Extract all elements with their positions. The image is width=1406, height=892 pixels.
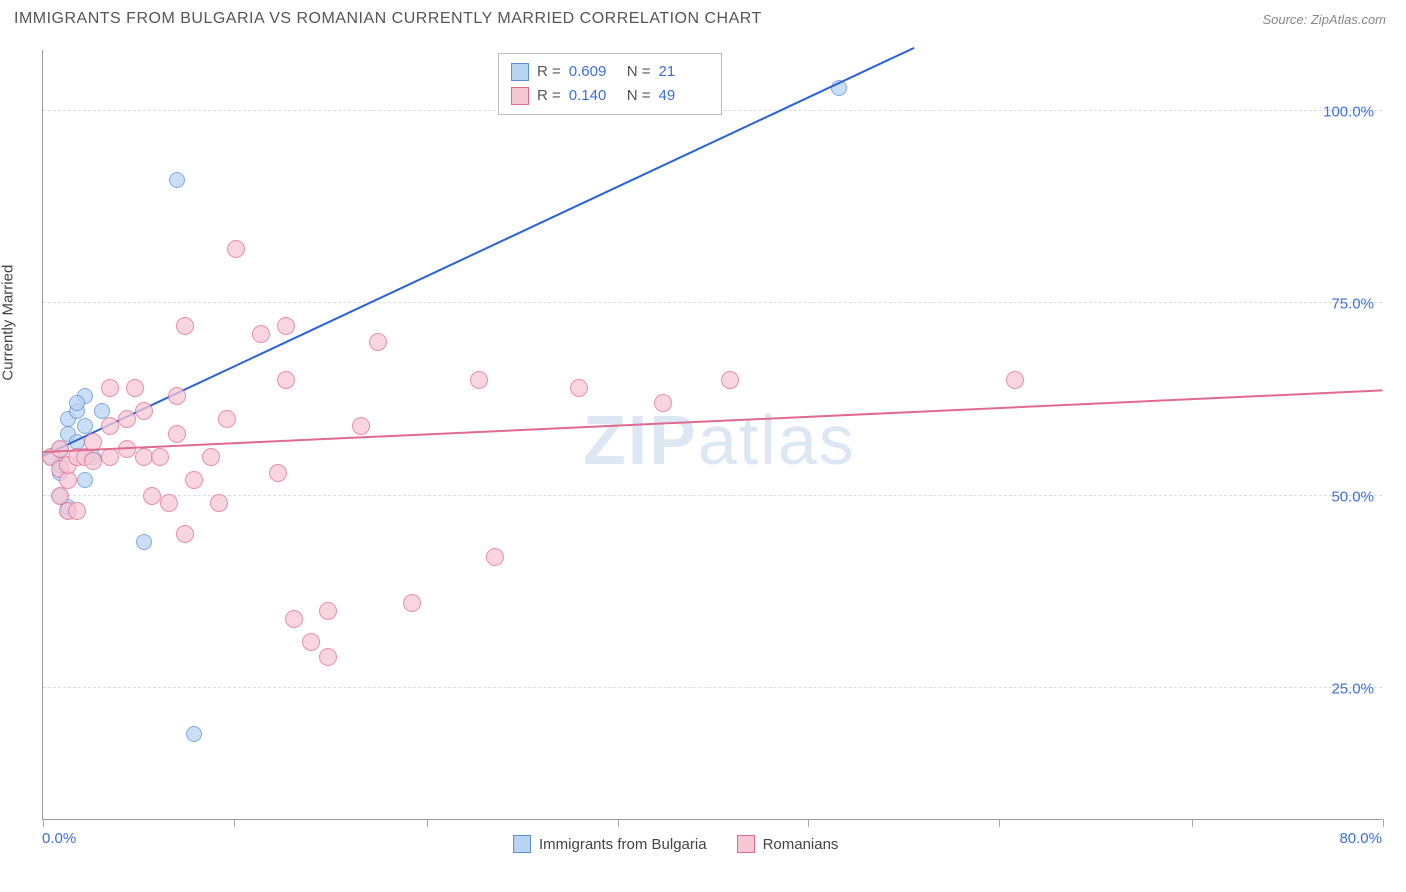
scatter-point: [186, 726, 202, 742]
scatter-point: [136, 534, 152, 550]
y-tick-label: 50.0%: [1331, 488, 1374, 505]
scatter-point: [369, 333, 387, 351]
x-tick: [43, 819, 44, 827]
scatter-point: [1006, 371, 1024, 389]
correlation-legend-row: R = 0.140 N = 49: [511, 84, 709, 108]
y-tick-label: 75.0%: [1331, 296, 1374, 313]
scatter-point: [101, 448, 119, 466]
scatter-point: [168, 425, 186, 443]
scatter-point: [101, 379, 119, 397]
scatter-point: [101, 417, 119, 435]
scatter-point: [118, 410, 136, 428]
chart-title: IMMIGRANTS FROM BULGARIA VS ROMANIAN CUR…: [14, 10, 762, 28]
scatter-point: [470, 371, 488, 389]
scatter-point: [68, 502, 86, 520]
scatter-point: [126, 379, 144, 397]
grid-line: [43, 495, 1382, 496]
r-label: R =: [537, 60, 561, 84]
r-label: R =: [537, 84, 561, 108]
y-tick-label: 100.0%: [1323, 103, 1374, 120]
scatter-point: [77, 472, 93, 488]
n-label: N =: [627, 60, 651, 84]
chart-source: Source: ZipAtlas.com: [1262, 12, 1386, 27]
scatter-point: [403, 594, 421, 612]
scatter-point: [84, 452, 102, 470]
x-axis-labels: 0.0% 80.0%: [42, 830, 1382, 860]
x-tick: [1192, 819, 1193, 827]
n-value: 21: [659, 60, 709, 84]
n-label: N =: [627, 84, 651, 108]
scatter-point: [302, 633, 320, 651]
x-tick: [999, 819, 1000, 827]
scatter-point: [202, 448, 220, 466]
scatter-point: [135, 402, 153, 420]
x-axis-max-label: 80.0%: [1339, 830, 1382, 847]
x-tick: [427, 819, 428, 827]
grid-line: [43, 687, 1382, 688]
watermark: ZIPatlas: [583, 400, 856, 480]
y-tick-label: 25.0%: [1331, 681, 1374, 698]
scatter-point: [160, 494, 178, 512]
scatter-point: [227, 240, 245, 258]
y-axis-title: Currently Married: [0, 265, 17, 381]
scatter-point: [169, 172, 185, 188]
scatter-point: [185, 471, 203, 489]
scatter-point: [218, 410, 236, 428]
scatter-point: [319, 602, 337, 620]
scatter-point: [486, 548, 504, 566]
x-tick: [234, 819, 235, 827]
scatter-point: [277, 371, 295, 389]
scatter-point: [319, 648, 337, 666]
correlation-legend-row: R = 0.609 N = 21: [511, 60, 709, 84]
scatter-point: [352, 417, 370, 435]
scatter-point: [176, 317, 194, 335]
n-value: 49: [659, 84, 709, 108]
scatter-point: [721, 371, 739, 389]
x-tick: [618, 819, 619, 827]
chart-plot-area: ZIPatlas 25.0% 50.0% 75.0% 100.0% R = 0.609 N …: [42, 50, 1382, 820]
scatter-point: [69, 395, 85, 411]
scatter-point: [654, 394, 672, 412]
scatter-point: [277, 317, 295, 335]
r-value: 0.140: [569, 84, 619, 108]
scatter-point: [252, 325, 270, 343]
scatter-point: [570, 379, 588, 397]
scatter-point: [285, 610, 303, 628]
scatter-point: [176, 525, 194, 543]
x-tick: [808, 819, 809, 827]
chart-header: IMMIGRANTS FROM BULGARIA VS ROMANIAN CUR…: [0, 0, 1406, 36]
legend-swatch: [511, 87, 529, 105]
scatter-point: [151, 448, 169, 466]
scatter-point: [143, 487, 161, 505]
scatter-point: [168, 387, 186, 405]
grid-line: [43, 302, 1382, 303]
r-value: 0.609: [569, 60, 619, 84]
x-tick: [1383, 819, 1384, 827]
scatter-point: [269, 464, 287, 482]
scatter-point: [210, 494, 228, 512]
legend-swatch: [511, 63, 529, 81]
x-axis-min-label: 0.0%: [42, 830, 76, 847]
trend-line: [43, 390, 1383, 454]
scatter-point: [135, 448, 153, 466]
correlation-legend: R = 0.609 N = 21 R = 0.140 N = 49: [498, 53, 722, 115]
